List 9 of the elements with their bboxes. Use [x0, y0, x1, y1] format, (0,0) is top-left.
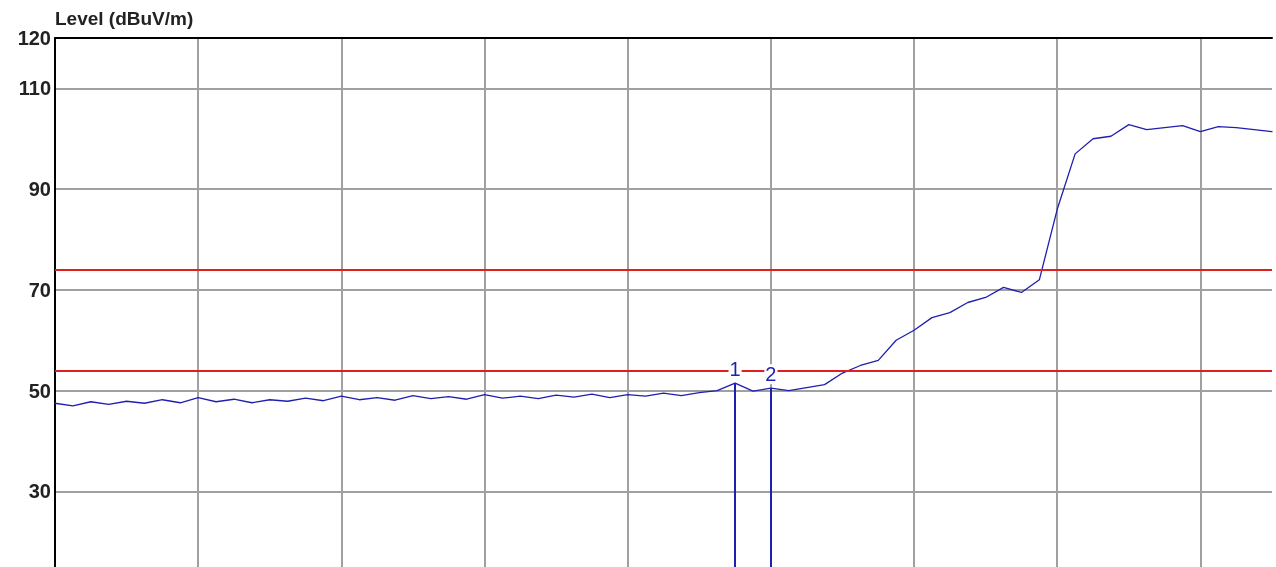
y-axis-title: Level (dBuV/m): [55, 8, 194, 30]
y-tick-label: 50: [28, 379, 51, 402]
annotation: 2: [765, 363, 777, 386]
annotation: 1: [729, 358, 741, 381]
y-tick-label: 120: [17, 27, 51, 49]
y-tick-label: 30: [28, 480, 51, 503]
y-tick-label: 70: [28, 278, 51, 301]
y-tick-label: 90: [28, 178, 51, 201]
y-tick-label: 110: [18, 77, 51, 100]
